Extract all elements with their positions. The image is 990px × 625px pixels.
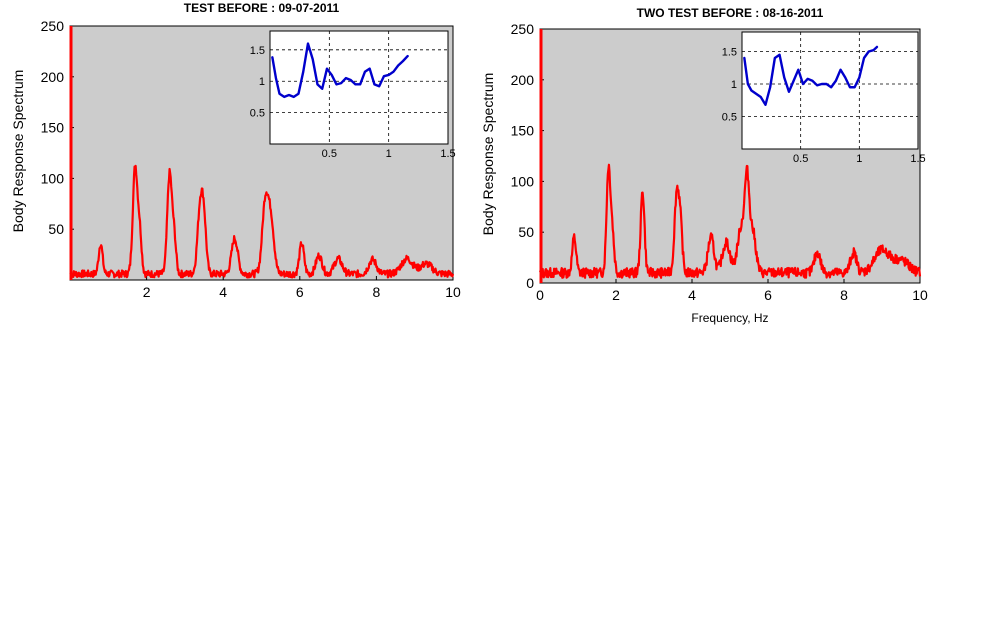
inset-x-tick-label: 1 xyxy=(386,148,392,160)
y-tick-label: 150 xyxy=(511,123,535,139)
inset-x-tick-label: 0.5 xyxy=(322,148,337,160)
inset-y-tick-label: 1 xyxy=(259,76,265,88)
chart-title: TEST BEFORE : 09-07-2011 xyxy=(184,1,340,15)
spectrum-series-line xyxy=(538,163,922,279)
inset-y-tick-label: 1.5 xyxy=(722,47,737,59)
x-tick-label: 4 xyxy=(688,287,696,303)
x-tick-label: 4 xyxy=(219,284,227,300)
x-axis-label: Frequency, Hz xyxy=(691,311,768,325)
y-tick-label: 100 xyxy=(41,170,65,186)
chart-title: TWO TEST BEFORE : 08-16-2011 xyxy=(637,6,824,20)
spectrum-series-line xyxy=(69,164,455,279)
y-tick-label: 100 xyxy=(511,173,535,189)
inset-plot-area xyxy=(269,30,449,145)
y-tick-label: 50 xyxy=(518,224,534,240)
y-axis-label: Body Response Spectrum xyxy=(10,70,26,233)
y-tick-label: 200 xyxy=(511,72,535,88)
y-tick-label: 150 xyxy=(41,120,65,136)
y-tick-label: 50 xyxy=(48,221,64,237)
y-tick-label: 250 xyxy=(511,21,535,37)
x-tick-label: 0 xyxy=(536,287,544,303)
inset-y-tick-label: 1 xyxy=(731,79,737,91)
y-axis-label: Body Response Spectrum xyxy=(480,73,496,236)
y-tick-label: 0 xyxy=(526,275,534,291)
x-tick-label: 6 xyxy=(764,287,772,303)
x-tick-label: 10 xyxy=(912,287,928,303)
inset-x-tick-label: 0.5 xyxy=(793,153,808,165)
x-tick-label: 6 xyxy=(296,284,304,300)
x-tick-label: 2 xyxy=(612,287,620,303)
inset-series-line xyxy=(271,42,409,99)
inset-x-tick-label: 1 xyxy=(856,153,862,165)
inset-y-tick-label: 0.5 xyxy=(722,112,737,124)
y-tick-label: 200 xyxy=(41,69,65,85)
inset-series-line xyxy=(743,45,879,106)
y-tick-label: 250 xyxy=(41,18,65,34)
chart-panel-right: TWO TEST BEFORE : 08-16-2011 Body Respons… xyxy=(480,6,928,325)
inset-x-tick-label: 1.5 xyxy=(910,153,925,165)
x-tick-label: 10 xyxy=(445,284,461,300)
inset-y-tick-label: 0.5 xyxy=(250,108,265,120)
x-tick-label: 8 xyxy=(840,287,848,303)
chart-panel-left: TEST BEFORE : 09-07-2011 Body Response Sp… xyxy=(10,1,461,300)
inset-y-tick-label: 1.5 xyxy=(250,45,265,57)
x-tick-label: 8 xyxy=(373,284,381,300)
inset-x-tick-label: 1.5 xyxy=(440,148,455,160)
x-tick-label: 2 xyxy=(143,284,151,300)
